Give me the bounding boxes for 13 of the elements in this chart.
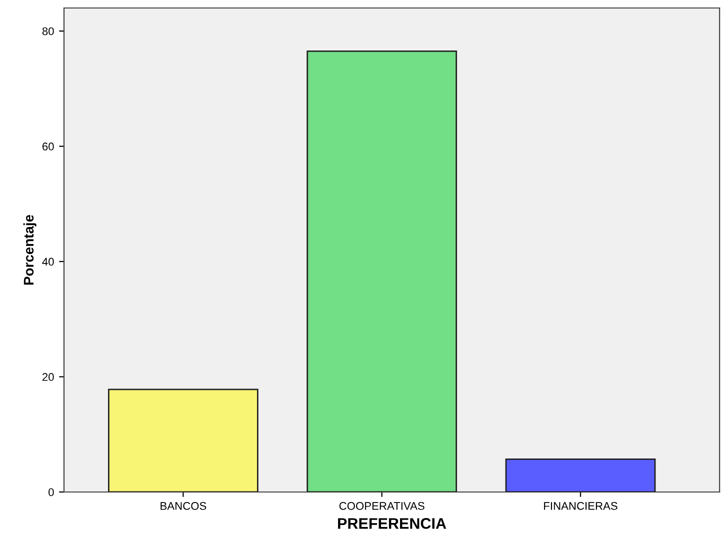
bar [505, 458, 656, 492]
bar [108, 388, 258, 492]
bar [306, 50, 458, 492]
y-tick-label: 20 [42, 373, 54, 381]
x-axis-title: PREFERENCIA [338, 518, 446, 529]
y-tick-label: 80 [42, 27, 54, 36]
y-tick-label: 60 [42, 142, 54, 150]
y-tick-label: 0 [48, 488, 54, 496]
y-tick-label: 40 [42, 258, 54, 266]
x-tick-label: COOPERATIVAS [339, 502, 424, 510]
x-tick-label: BANCOS [160, 502, 206, 510]
y-axis-title: Porcentaje [23, 214, 36, 285]
x-tick-label: FINANCIERAS [544, 502, 618, 510]
